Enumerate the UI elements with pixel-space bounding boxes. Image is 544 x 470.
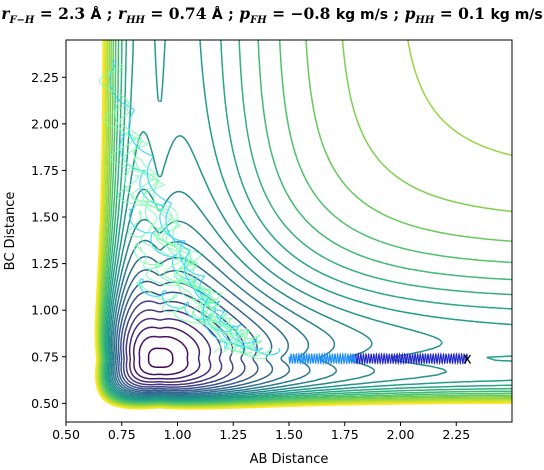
x-tick-label: 1.50 (275, 427, 303, 442)
trajectory-segment (109, 60, 228, 350)
title-p-fh-value: = −0.8 (266, 4, 336, 23)
title-r-fh-unit: Å (90, 7, 102, 23)
y-tick-label: 1.50 (31, 210, 59, 225)
title-r-fh-symbol: r (1, 4, 10, 23)
contour-line (125, 309, 223, 386)
trajectory-segment (109, 138, 237, 354)
x-axis-label: AB Distance (250, 452, 329, 467)
axis-ticks: 0.50 0.75 1.00 1.25 1.50 1.75 2.00 2.25 0.50 0.75… (31, 70, 470, 442)
trajectory-segment (137, 246, 261, 357)
title-separator: ; (388, 4, 405, 23)
trajectory-segment (288, 352, 356, 366)
contour-line (122, 300, 234, 388)
title-p-fh-subscript: FH (250, 15, 267, 27)
title-p-hh-symbol: p (404, 4, 416, 23)
title-p-hh-value: = 0.1 (434, 4, 491, 23)
trajectory-segment (117, 173, 244, 354)
x-tick-label: 0.50 (52, 427, 80, 442)
y-axis-label: BC Distance (3, 192, 18, 271)
title-separator: ; (222, 4, 240, 23)
y-tick-label: 2.25 (31, 70, 59, 85)
contour-line (132, 326, 201, 380)
trajectory-segment (114, 97, 237, 350)
x-tick-label: 1.75 (331, 427, 359, 442)
y-tick-label: 1.75 (31, 163, 59, 178)
contour-line (106, 40, 512, 401)
start-marker: x (463, 350, 472, 368)
title-r-hh-subscript: HH (126, 15, 145, 27)
contour-line (103, 40, 512, 403)
title-p-hh-unit: kg m/s (490, 7, 543, 23)
title-p-hh-subscript: HH (415, 15, 435, 27)
x-tick-label: 2.25 (442, 427, 470, 442)
trajectory-segment (128, 207, 263, 351)
plot-frame (65, 39, 513, 423)
contour-line (113, 255, 291, 395)
contour-line (102, 40, 512, 404)
contour-line (104, 40, 512, 402)
contour-line (100, 40, 512, 406)
x-tick-label: 0.75 (108, 427, 136, 442)
title-p-fh-symbol: p (239, 4, 251, 23)
trajectory-segment (99, 63, 222, 354)
x-tick-label: 1.25 (219, 427, 247, 442)
contour-line (112, 239, 311, 397)
contour-line (94, 40, 512, 410)
y-tick-label: 2.00 (31, 116, 59, 131)
trajectory-segment (119, 134, 246, 350)
y-tick-label: 0.75 (31, 349, 59, 364)
title-r-fh-subscript: F−H (9, 15, 35, 27)
trajectory-segment (133, 242, 272, 353)
title-p-fh-unit: kg m/s (335, 7, 389, 23)
contour-line (147, 347, 174, 368)
title-r-hh-unit: Å (211, 7, 223, 23)
contour-line (115, 269, 274, 394)
chart-title: rF−H = 2.3 Å ; rHH = 0.74 Å ; pFH = −0.8… (0, 4, 544, 26)
x-tick-label: 1.00 (164, 427, 192, 442)
title-r-hh-symbol: r (117, 4, 127, 23)
contour-line (98, 40, 512, 407)
title-r-hh-value: = 0.74 (144, 4, 212, 23)
contour-line (108, 188, 376, 399)
trajectory (99, 60, 468, 366)
title-separator: ; (101, 4, 118, 23)
contour-line (101, 40, 512, 405)
y-tick-label: 1.25 (31, 256, 59, 271)
contour-line (138, 335, 189, 376)
contour-line (110, 218, 337, 398)
trajectory-segment (350, 351, 468, 366)
y-tick-label: 1.00 (31, 303, 59, 318)
x-tick-label: 2.00 (387, 427, 415, 442)
trajectory-segment (103, 101, 229, 354)
y-tick-label: 0.50 (31, 396, 59, 411)
title-r-fh-value: = 2.3 (34, 4, 91, 23)
contour-line (128, 317, 212, 383)
contour-line (107, 130, 448, 400)
